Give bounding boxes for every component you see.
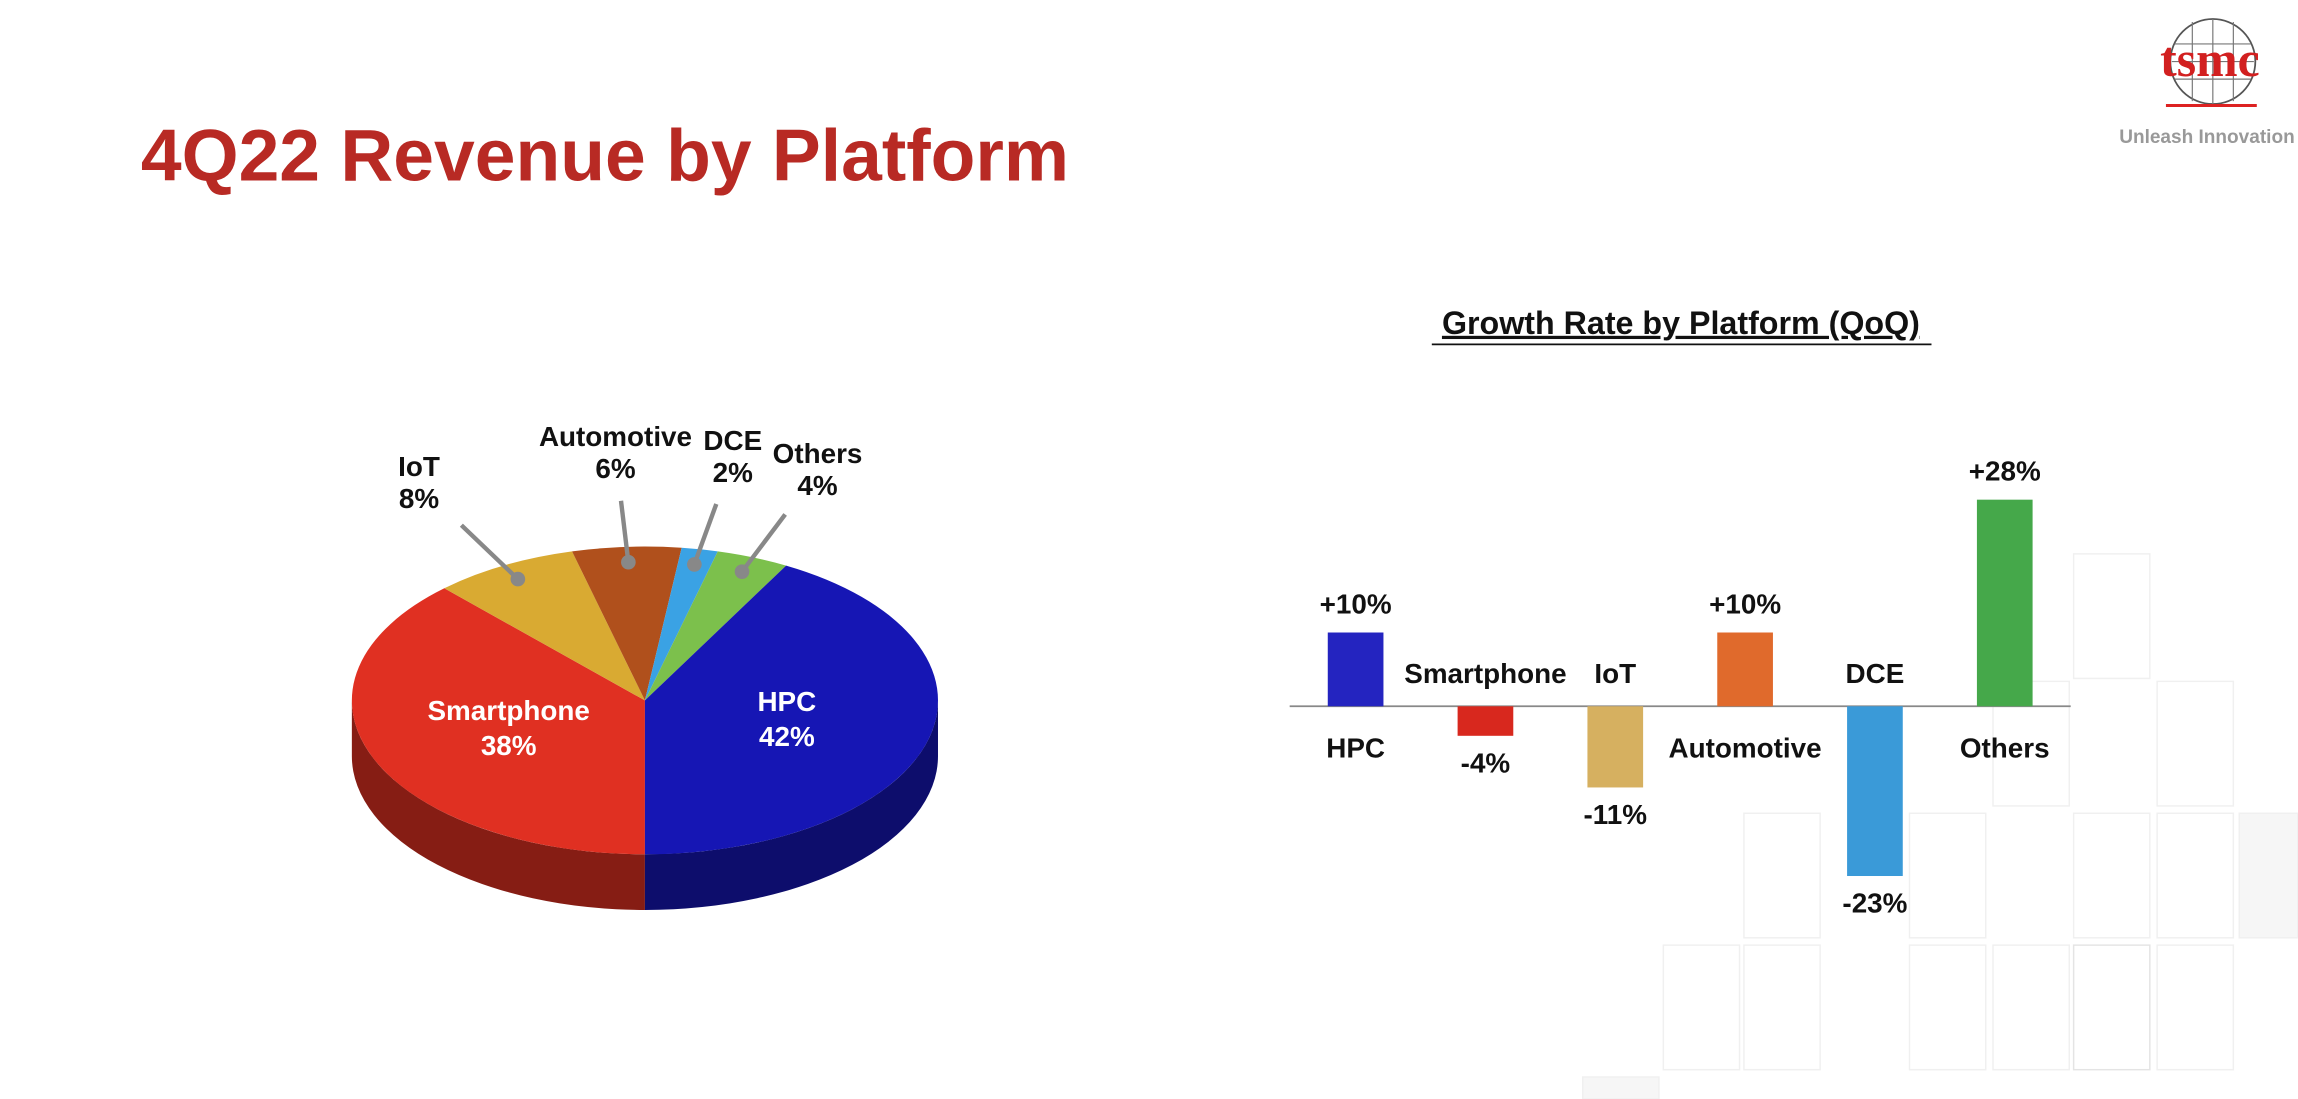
bar-value-label: -23% [1842,888,1907,919]
bar-value-label: +10% [1320,588,1392,619]
slice-label: HPC [757,686,816,717]
pie-slice [444,551,645,701]
slice-value-label: 4% [797,470,837,501]
leader-dot [510,571,526,587]
leader-line [692,503,719,566]
bar [1587,706,1644,788]
pie-slice [351,588,645,855]
bar-value-label: +10% [1709,588,1781,619]
slice-side [351,700,645,910]
slice-label: Others [773,438,863,469]
bar [1717,632,1773,707]
slice-value-label: 8% [399,483,439,514]
page-title: 4Q22 Revenue by Platform [141,115,1069,197]
leader-dot [621,554,636,570]
x-category-label: HPC [1326,733,1385,764]
pie-slice [572,546,682,701]
bar-value-label: -11% [1584,799,1648,830]
leader-line [459,523,520,581]
slice-value-label: 38% [481,730,537,761]
slice-label: DCE [703,425,762,456]
x-category-label: Others [1960,733,2050,764]
x-category-label: DCE [1846,658,1905,689]
slice-side [644,700,938,910]
leader-line [740,513,787,574]
pie-slice [644,547,718,701]
pie-slice [644,551,787,701]
leader-line [618,500,631,563]
bar-value-label: -4% [1461,747,1511,778]
bar [1457,706,1514,736]
slice-label: Smartphone [428,695,590,726]
bar-value-label: +28% [1969,456,2041,487]
pie-slice [644,565,938,855]
background-tiles [1582,553,2298,1099]
x-category-label: IoT [1594,658,1636,689]
slice-value-label: 42% [759,721,815,752]
slice-label: IoT [398,451,440,482]
slice-value-label: 2% [713,457,753,488]
x-category-label: Smartphone [1404,658,1566,689]
x-category-label: Automotive [1669,733,1822,764]
slice-label: Automotive [539,421,692,452]
logo-tagline: Unleash Innovation [2119,127,2295,148]
slice-value-label: 6% [595,453,635,484]
logo: tsmc Unleash Innovation [2119,18,2295,148]
bar [1847,706,1903,877]
logo-text: tsmc [2160,32,2260,87]
bar-chart-title: Growth Rate by Platform (QoQ) [1442,305,1920,341]
leader-dot [734,564,750,580]
bar [1976,499,2033,707]
leader-dot [687,557,702,572]
bar [1327,632,1384,707]
